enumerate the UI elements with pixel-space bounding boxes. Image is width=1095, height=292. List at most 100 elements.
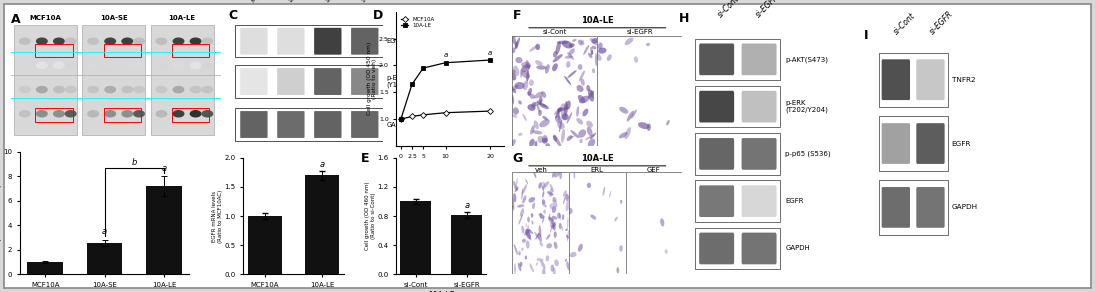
Circle shape [88, 110, 99, 117]
Ellipse shape [574, 170, 575, 179]
Ellipse shape [557, 109, 560, 121]
FancyBboxPatch shape [351, 111, 379, 138]
Ellipse shape [540, 242, 543, 246]
Ellipse shape [588, 139, 596, 148]
Ellipse shape [590, 47, 593, 55]
Circle shape [122, 110, 134, 117]
Text: veh: veh [534, 167, 548, 173]
Ellipse shape [552, 220, 555, 230]
Text: 10A-LE: 10A-LE [324, 0, 343, 4]
Ellipse shape [518, 251, 521, 255]
Ellipse shape [521, 71, 530, 79]
Ellipse shape [554, 172, 560, 178]
Ellipse shape [527, 92, 531, 95]
Y-axis label: TGFα mRNA levels
(Ratio to MCF10A): TGFα mRNA levels (Ratio to MCF10A) [0, 184, 2, 242]
FancyBboxPatch shape [240, 68, 267, 95]
Bar [878, 180, 948, 234]
Ellipse shape [588, 53, 592, 58]
Ellipse shape [558, 120, 562, 132]
Ellipse shape [539, 103, 549, 109]
Ellipse shape [529, 94, 535, 99]
Ellipse shape [590, 215, 597, 220]
FancyBboxPatch shape [314, 68, 342, 95]
Ellipse shape [567, 70, 577, 78]
Ellipse shape [550, 204, 554, 209]
Circle shape [122, 62, 134, 69]
Ellipse shape [522, 184, 527, 194]
X-axis label: 10A-LE: 10A-LE [428, 291, 454, 292]
Ellipse shape [549, 217, 554, 221]
Ellipse shape [529, 197, 535, 203]
Ellipse shape [550, 225, 553, 233]
Ellipse shape [534, 92, 543, 98]
Ellipse shape [526, 229, 531, 239]
Ellipse shape [565, 194, 569, 201]
FancyBboxPatch shape [917, 59, 945, 100]
Ellipse shape [521, 62, 531, 68]
Circle shape [104, 110, 116, 117]
Circle shape [104, 62, 116, 69]
Circle shape [132, 110, 145, 117]
Circle shape [65, 62, 77, 69]
Circle shape [201, 86, 214, 93]
Ellipse shape [539, 182, 542, 189]
FancyBboxPatch shape [700, 185, 734, 217]
FancyBboxPatch shape [741, 233, 776, 264]
Text: p-AKT(S473): p-AKT(S473) [785, 56, 829, 62]
FancyBboxPatch shape [741, 91, 776, 122]
Ellipse shape [545, 143, 550, 149]
Ellipse shape [546, 234, 551, 240]
Ellipse shape [542, 186, 544, 191]
Y-axis label: Cell growth (OD 450 nm)
(Ratio to veh): Cell growth (OD 450 nm) (Ratio to veh) [367, 42, 378, 115]
Text: I: I [863, 29, 868, 42]
Ellipse shape [516, 57, 522, 63]
Ellipse shape [569, 43, 575, 48]
Ellipse shape [590, 91, 593, 98]
Ellipse shape [570, 130, 579, 138]
Text: a: a [161, 164, 166, 173]
Ellipse shape [533, 120, 539, 129]
Text: p-ERK
(T202/Y204): p-ERK (T202/Y204) [785, 100, 828, 113]
Text: si-EGFR: si-EGFR [626, 29, 653, 35]
Text: A: A [11, 13, 21, 26]
Circle shape [53, 86, 65, 93]
Line: 10A-LE: 10A-LE [399, 58, 493, 121]
Ellipse shape [552, 167, 556, 178]
Ellipse shape [550, 222, 554, 228]
Ellipse shape [520, 69, 522, 78]
FancyBboxPatch shape [741, 138, 776, 170]
Text: a: a [464, 201, 470, 210]
Ellipse shape [619, 107, 629, 114]
Bar [451, 215, 482, 274]
Ellipse shape [539, 213, 544, 219]
Text: p-p65 (S536): p-p65 (S536) [785, 151, 831, 157]
Ellipse shape [565, 259, 567, 262]
Legend: MCF10A, 10A-LE: MCF10A, 10A-LE [400, 15, 437, 30]
Ellipse shape [540, 213, 543, 219]
Ellipse shape [569, 252, 577, 257]
Ellipse shape [522, 114, 527, 121]
Ellipse shape [607, 54, 612, 61]
Circle shape [88, 62, 99, 69]
Ellipse shape [542, 135, 548, 142]
Ellipse shape [552, 216, 557, 220]
Ellipse shape [532, 202, 535, 209]
Ellipse shape [550, 218, 553, 223]
Ellipse shape [576, 118, 584, 124]
Circle shape [104, 37, 116, 45]
10A-LE [439, 61, 452, 65]
Circle shape [19, 62, 31, 69]
Ellipse shape [587, 183, 591, 188]
Ellipse shape [566, 199, 569, 211]
Bar [235, 65, 383, 98]
Ellipse shape [539, 225, 541, 237]
Ellipse shape [593, 51, 601, 61]
Circle shape [201, 37, 214, 45]
Ellipse shape [511, 205, 514, 209]
Ellipse shape [631, 110, 636, 119]
Bar [35, 108, 72, 122]
FancyBboxPatch shape [314, 111, 342, 138]
Ellipse shape [557, 213, 561, 219]
Ellipse shape [587, 127, 592, 136]
FancyBboxPatch shape [917, 123, 945, 164]
